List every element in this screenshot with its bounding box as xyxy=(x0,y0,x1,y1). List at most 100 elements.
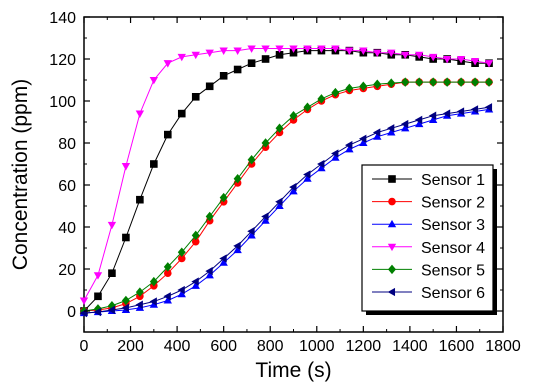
series-line xyxy=(83,48,490,301)
data-point xyxy=(219,192,228,203)
data-point xyxy=(331,153,340,161)
data-point xyxy=(261,55,270,63)
data-point xyxy=(303,102,312,113)
data-point xyxy=(121,303,129,313)
data-point xyxy=(414,115,423,125)
data-point xyxy=(205,211,214,222)
data-point xyxy=(135,110,145,118)
data-point xyxy=(177,53,186,62)
y-tick-label: 140 xyxy=(49,10,76,27)
data-point xyxy=(443,77,452,87)
legend-marker xyxy=(387,243,397,252)
legend-box xyxy=(361,164,494,312)
data-point xyxy=(345,144,354,153)
data-point xyxy=(205,82,214,91)
data-point xyxy=(150,160,158,168)
data-point xyxy=(484,60,494,68)
data-point xyxy=(136,195,144,204)
data-point xyxy=(471,77,480,87)
data-point xyxy=(164,130,172,139)
data-point xyxy=(317,94,326,104)
data-point xyxy=(275,51,284,59)
data-point xyxy=(163,262,172,272)
series-layer xyxy=(79,45,494,318)
y-axis: 0 20 40 60 80 100 120 140 xyxy=(49,10,503,321)
data-point xyxy=(247,227,255,236)
data-point xyxy=(358,134,367,143)
data-point xyxy=(401,51,410,60)
data-point xyxy=(317,163,326,172)
data-point xyxy=(372,128,381,137)
x-tick-label: 400 xyxy=(164,338,191,355)
x-tick-label: 800 xyxy=(257,338,284,355)
data-point xyxy=(163,296,172,304)
x-tick-label: 600 xyxy=(210,338,237,355)
data-point xyxy=(442,55,452,64)
data-point xyxy=(121,295,130,306)
legend-item-sensor-4: Sensor 4 xyxy=(372,240,485,257)
data-point xyxy=(428,115,438,123)
data-point xyxy=(359,138,368,147)
data-point xyxy=(177,285,185,295)
x-tick-label: 1200 xyxy=(346,338,382,355)
data-point xyxy=(457,77,466,87)
data-point xyxy=(191,230,200,241)
data-point xyxy=(289,45,298,53)
data-point xyxy=(135,303,145,311)
data-point xyxy=(289,110,298,121)
data-point xyxy=(135,287,144,297)
data-point xyxy=(303,170,311,179)
data-point xyxy=(233,47,242,55)
legend-marker xyxy=(387,219,397,228)
data-point xyxy=(261,212,269,221)
data-point xyxy=(191,93,200,101)
legend-label: Sensor 2 xyxy=(421,195,485,212)
y-tick-label: 20 xyxy=(58,262,76,279)
legend-marker xyxy=(388,175,396,183)
data-point xyxy=(387,49,396,58)
data-point xyxy=(401,77,410,87)
data-point xyxy=(121,163,131,171)
y-tick-label: 120 xyxy=(49,52,76,69)
series-sensor-4 xyxy=(79,45,494,305)
data-point xyxy=(317,159,325,169)
legend-label: Sensor 4 xyxy=(421,240,485,257)
y-tick-label: 100 xyxy=(49,94,76,111)
data-point xyxy=(373,49,382,58)
y-tick-label: 80 xyxy=(58,136,76,153)
legend-label: Sensor 1 xyxy=(421,172,485,189)
data-point xyxy=(177,289,186,298)
data-point xyxy=(261,216,270,224)
data-point xyxy=(205,49,214,58)
data-point xyxy=(163,292,171,301)
data-point xyxy=(94,292,102,301)
data-point xyxy=(303,174,312,182)
data-point xyxy=(317,45,326,53)
data-point xyxy=(219,254,227,263)
data-point xyxy=(205,266,213,276)
data-point xyxy=(219,72,228,80)
data-point xyxy=(191,237,200,246)
x-tick-label: 1800 xyxy=(485,338,521,355)
y-tick-label: 40 xyxy=(58,220,76,237)
legend-item-sensor-6: Sensor 6 xyxy=(372,285,485,302)
data-point xyxy=(359,47,368,55)
data-point xyxy=(400,119,409,129)
data-point xyxy=(261,45,270,53)
data-point xyxy=(344,140,353,150)
data-point xyxy=(289,182,297,192)
legend-marker xyxy=(388,264,396,275)
legend-label: Sensor 3 xyxy=(421,217,485,234)
legend-label: Sensor 6 xyxy=(421,285,485,302)
x-tick-label: 1400 xyxy=(392,338,428,355)
data-point xyxy=(163,60,172,68)
data-point xyxy=(484,103,493,112)
y-tick-label: 0 xyxy=(67,304,76,321)
data-point xyxy=(415,51,424,60)
data-point xyxy=(429,77,438,87)
data-point xyxy=(219,258,228,266)
data-point xyxy=(275,197,283,206)
data-point xyxy=(191,277,199,286)
data-point xyxy=(387,78,396,88)
x-tick-label: 1000 xyxy=(299,338,335,355)
